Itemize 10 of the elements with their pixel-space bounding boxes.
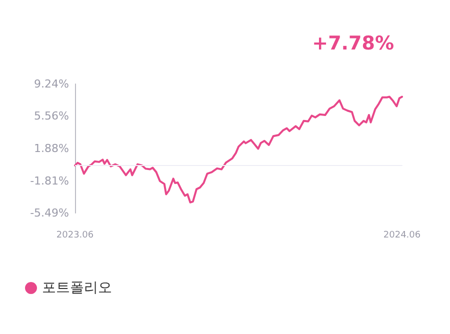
text: +7.78%	[312, 32, 394, 54]
y-tick-label: -5.49%	[30, 206, 69, 220]
line-series	[74, 96, 403, 204]
x-tick-label: 2023.06	[56, 230, 94, 240]
x-tick-label: 2024.06	[383, 230, 421, 240]
y-tick-label: 1.88%	[34, 142, 69, 155]
y-tick-label: 5.56%	[34, 110, 69, 123]
y-tick-label: 9.24%	[34, 78, 69, 90]
legend-label: 포트폴리오	[42, 280, 112, 296]
y-tick-label: -1.81%	[30, 174, 69, 188]
